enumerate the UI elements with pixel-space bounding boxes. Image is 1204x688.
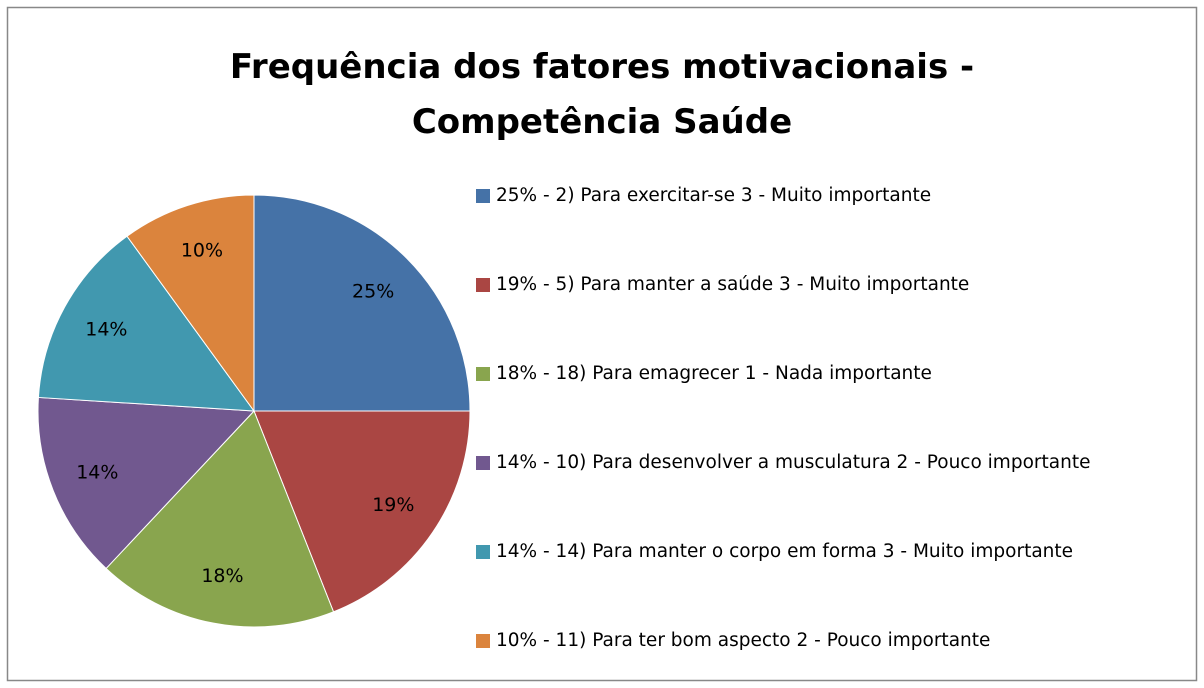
legend-swatch: [476, 545, 490, 559]
pie-slice: [37, 396, 256, 570]
legend-swatch: [476, 634, 490, 648]
legend-swatch: [476, 456, 490, 470]
legend-label: 19% - 5) Para manter a saúde 3 - Muito i…: [496, 274, 969, 295]
pie-slice: [253, 410, 471, 613]
pie-slice: [105, 410, 335, 628]
pie-slice: [37, 235, 256, 412]
legend-label: 14% - 14) Para manter o corpo em forma 3…: [496, 541, 1073, 562]
data-label: 14%: [85, 318, 127, 340]
legend-label: 14% - 10) Para desenvolver a musculatura…: [496, 452, 1090, 473]
data-label: 25%: [352, 280, 394, 302]
data-label: 14%: [76, 462, 118, 484]
legend-label: 10% - 11) Para ter bom aspecto 2 - Pouco…: [496, 630, 990, 651]
data-label: 18%: [201, 565, 243, 587]
pie-slice: [253, 194, 471, 412]
legend-label: 18% - 18) Para emagrecer 1 - Nada import…: [496, 363, 932, 384]
data-label: 19%: [372, 494, 414, 516]
pie-slice: [126, 194, 255, 413]
legend-swatch: [476, 367, 490, 381]
legend-swatch: [476, 189, 490, 203]
data-label: 10%: [181, 239, 223, 261]
legend-swatch: [476, 278, 490, 292]
chart-title: Frequência dos fatores motivacionais - C…: [229, 47, 975, 142]
legend-label: 25% - 2) Para exercitar-se 3 - Muito imp…: [496, 185, 931, 206]
